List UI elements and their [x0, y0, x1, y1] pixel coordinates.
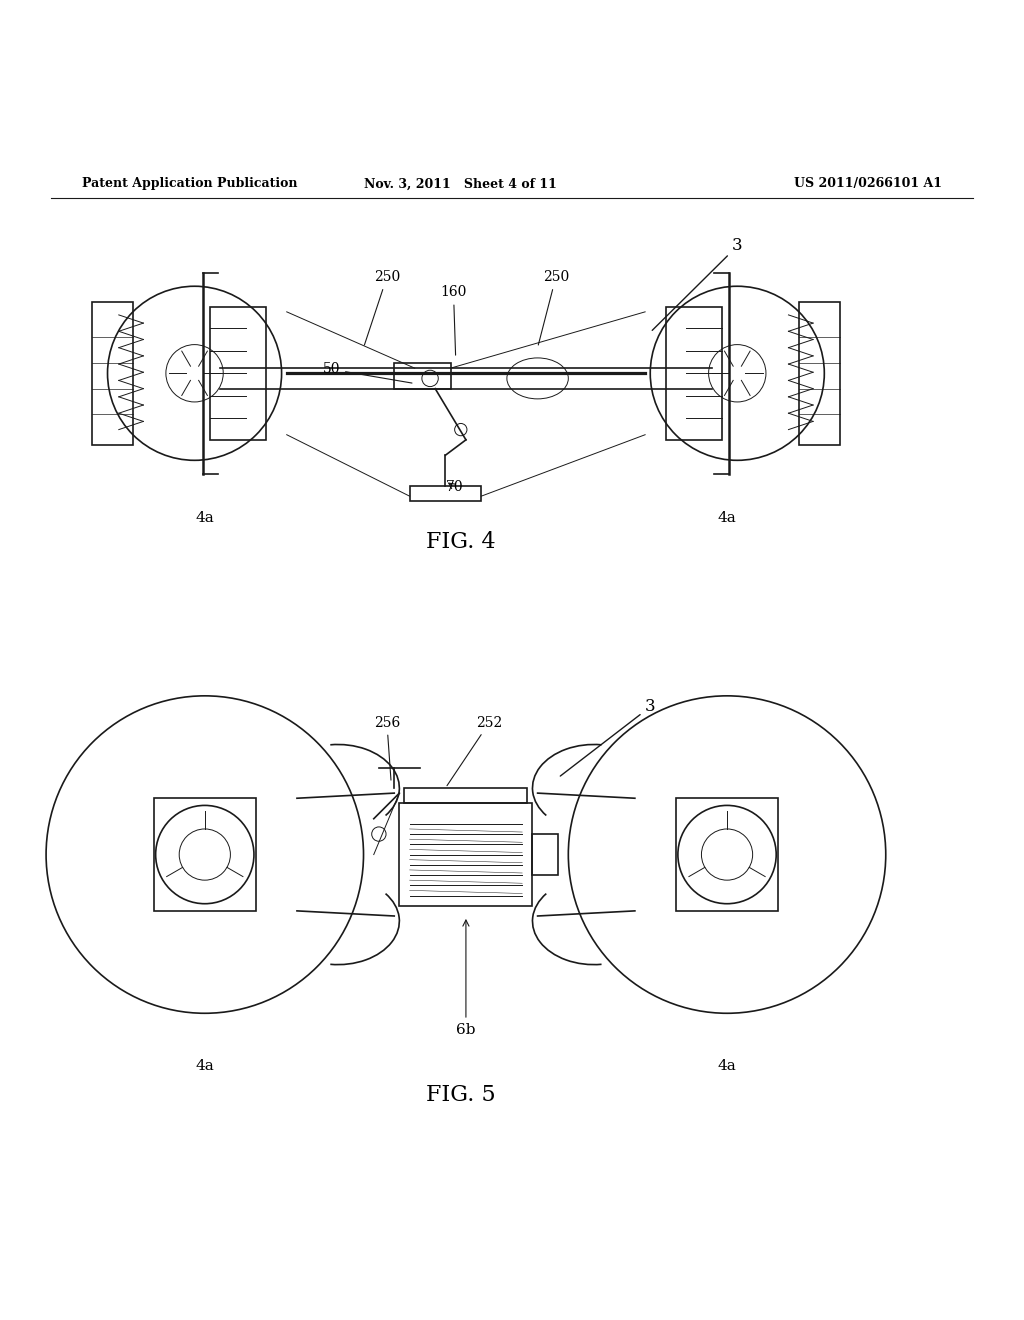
Text: 250: 250	[539, 271, 569, 345]
Text: 4a: 4a	[718, 1059, 736, 1073]
Text: 256: 256	[374, 715, 400, 780]
Text: 3: 3	[560, 698, 655, 776]
Text: 4a: 4a	[718, 511, 736, 525]
Text: 6b: 6b	[456, 920, 476, 1036]
Text: Patent Application Publication: Patent Application Publication	[82, 177, 297, 190]
Text: 252: 252	[447, 715, 503, 785]
Text: 3: 3	[652, 238, 742, 330]
Text: 160: 160	[440, 285, 467, 355]
Text: FIG. 4: FIG. 4	[426, 531, 496, 553]
Text: FIG. 5: FIG. 5	[426, 1084, 496, 1106]
Text: 70: 70	[445, 480, 463, 494]
Text: US 2011/0266101 A1: US 2011/0266101 A1	[794, 177, 942, 190]
Text: 4a: 4a	[196, 511, 214, 525]
Text: 250: 250	[365, 271, 400, 345]
Text: 50: 50	[323, 362, 412, 383]
Text: Nov. 3, 2011   Sheet 4 of 11: Nov. 3, 2011 Sheet 4 of 11	[365, 177, 557, 190]
Text: 4a: 4a	[196, 1059, 214, 1073]
